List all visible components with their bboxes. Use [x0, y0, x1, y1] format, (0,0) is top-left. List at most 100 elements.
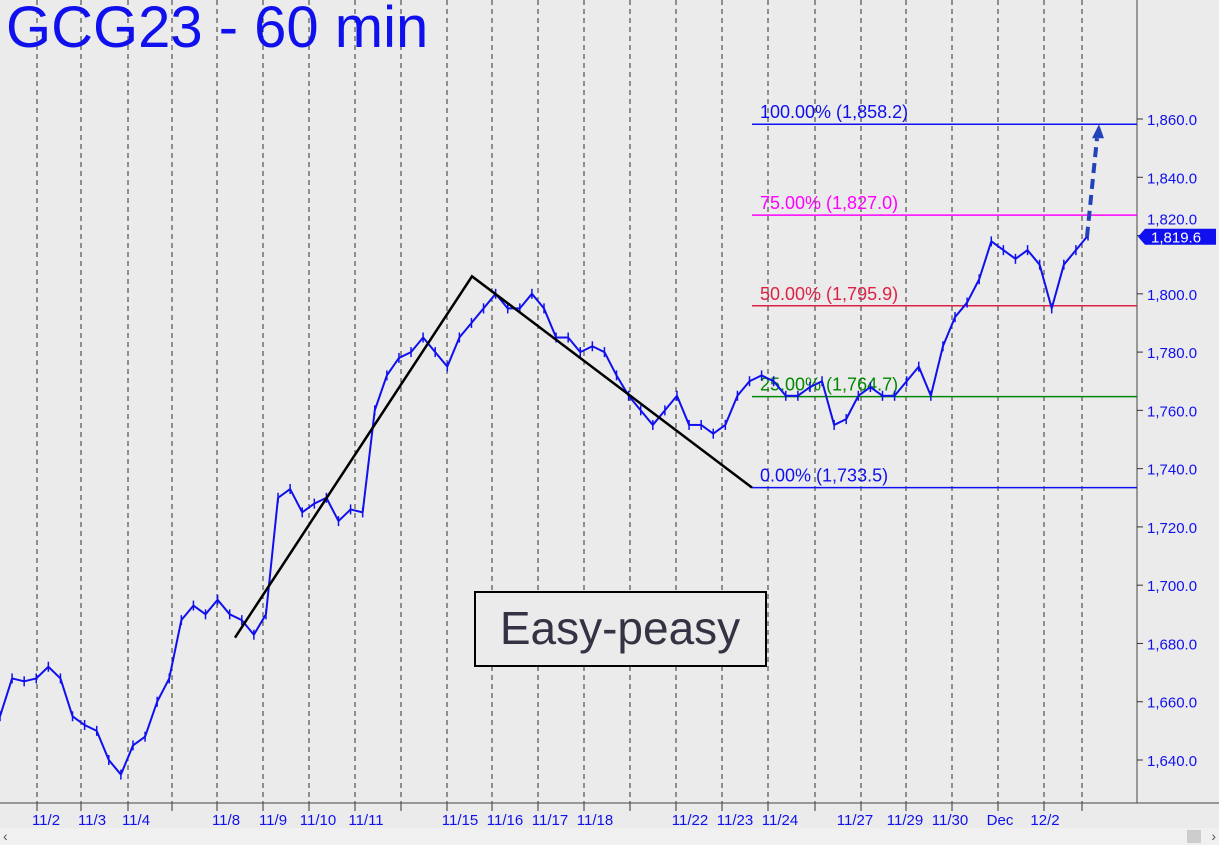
- price-segment: [192, 604, 207, 616]
- scroll-right-icon[interactable]: ›: [1211, 828, 1216, 844]
- price-segment: [313, 496, 327, 505]
- x-tick-label: 11/16: [487, 812, 523, 828]
- price-segment: [942, 316, 956, 347]
- y-tick-label: 1,780.0: [1147, 345, 1197, 362]
- price-segment: [724, 395, 739, 426]
- price-segment: [761, 374, 775, 383]
- horizontal-scrollbar[interactable]: ‹ ›: [0, 828, 1219, 845]
- y-tick-label: 1,740.0: [1147, 462, 1197, 479]
- price-segment: [470, 307, 485, 324]
- price-segment: [821, 380, 836, 426]
- price-segment: [712, 424, 726, 435]
- price-segment: [398, 351, 412, 359]
- price-segment: [386, 357, 400, 376]
- price-segment: [966, 278, 981, 304]
- price-segment: [543, 308, 558, 338]
- x-tick-label: 11/15: [442, 812, 478, 828]
- price-segment: [132, 735, 146, 747]
- price-segment: [168, 619, 183, 679]
- price-segment: [59, 678, 74, 717]
- chart-title: GCG23 - 60 min: [6, 0, 429, 60]
- price-segment: [180, 604, 195, 621]
- price-segment: [845, 395, 860, 420]
- y-tick-label: 1,820.0: [1147, 212, 1197, 229]
- x-tick-label: 11/23: [717, 812, 753, 828]
- scroll-left-icon[interactable]: ‹: [3, 828, 8, 844]
- fib-level-label: 25.00% (1,764.7): [760, 375, 898, 395]
- price-segment: [119, 745, 134, 775]
- price-segment: [531, 293, 545, 310]
- price-segment: [978, 241, 993, 280]
- fib-level-label: 50.00% (1,795.9): [760, 284, 898, 304]
- price-segment: [627, 395, 642, 412]
- price-segment: [736, 380, 751, 397]
- price-segment: [1038, 264, 1053, 309]
- x-tick-label: 11/24: [762, 812, 798, 828]
- price-segment: [373, 375, 388, 411]
- last-price-label: 1,819.6: [1151, 230, 1201, 247]
- price-segment: [893, 380, 908, 397]
- price-segment: [301, 502, 315, 514]
- price-segment: [591, 345, 605, 353]
- price-segment: [905, 366, 920, 382]
- price-segment: [1026, 249, 1041, 266]
- projection-arrow: [1085, 138, 1099, 237]
- x-tick-label: 11/17: [532, 812, 568, 828]
- arrow-head-icon: [1092, 124, 1104, 139]
- fib-level-label: 75.00% (1,827.0): [760, 193, 898, 213]
- price-segment: [1002, 249, 1017, 260]
- price-segment: [35, 666, 50, 680]
- price-segment: [700, 424, 714, 435]
- price-segment: [772, 380, 787, 397]
- price-segment: [11, 677, 25, 683]
- price-segment: [990, 240, 1004, 251]
- y-tick-label: 1,840.0: [1147, 170, 1197, 187]
- price-segment: [84, 724, 98, 732]
- price-segment: [639, 409, 654, 426]
- price-segment: [603, 351, 618, 376]
- last-price-tag: [1138, 228, 1216, 245]
- x-tick-label: 11/2: [32, 812, 60, 828]
- price-segment: [277, 488, 291, 499]
- price-segment: [1014, 249, 1029, 260]
- price-segment: [204, 599, 219, 615]
- y-tick-label: 1,660.0: [1147, 695, 1197, 712]
- price-segment: [458, 322, 473, 339]
- x-tick-label: 11/4: [122, 812, 150, 828]
- price-segment: [749, 374, 763, 383]
- price-segment: [156, 677, 171, 703]
- price-segment: [917, 366, 932, 397]
- y-tick-label: 1,800.0: [1147, 287, 1197, 304]
- price-segment: [1050, 264, 1065, 309]
- x-tick-label: 11/11: [348, 812, 383, 828]
- price-segment: [857, 386, 871, 397]
- scrollbar-thumb[interactable]: [1187, 830, 1201, 843]
- fib-level-label: 0.00% (1,733.5): [760, 466, 888, 486]
- x-tick-label: 11/10: [300, 812, 336, 828]
- annotation-text: Easy-peasy: [500, 602, 740, 654]
- price-segment: [1063, 249, 1077, 266]
- price-segment: [929, 346, 944, 397]
- price-segment: [434, 351, 449, 368]
- price-segment: [95, 730, 110, 761]
- price-segment: [422, 336, 436, 353]
- price-segment: [108, 759, 122, 776]
- price-segment: [567, 336, 582, 353]
- price-segment: [869, 386, 884, 397]
- price-segment: [1075, 234, 1089, 251]
- y-tick-label: 1,700.0: [1147, 578, 1197, 595]
- fib-level-label: 100.00% (1,858.2): [760, 102, 908, 122]
- x-tick-label: 11/8: [212, 812, 240, 828]
- x-tick-label: 11/18: [577, 812, 613, 828]
- price-segment: [664, 395, 678, 412]
- price-segment: [519, 293, 533, 310]
- price-series: [0, 230, 1089, 780]
- y-tick-label: 1,720.0: [1147, 520, 1197, 537]
- price-segment: [0, 678, 14, 717]
- price-segment: [337, 508, 352, 522]
- y-tick-label: 1,680.0: [1147, 636, 1197, 653]
- y-tick-label: 1,640.0: [1147, 753, 1197, 770]
- price-segment: [264, 497, 280, 615]
- x-tick-label: 11/27: [837, 812, 873, 828]
